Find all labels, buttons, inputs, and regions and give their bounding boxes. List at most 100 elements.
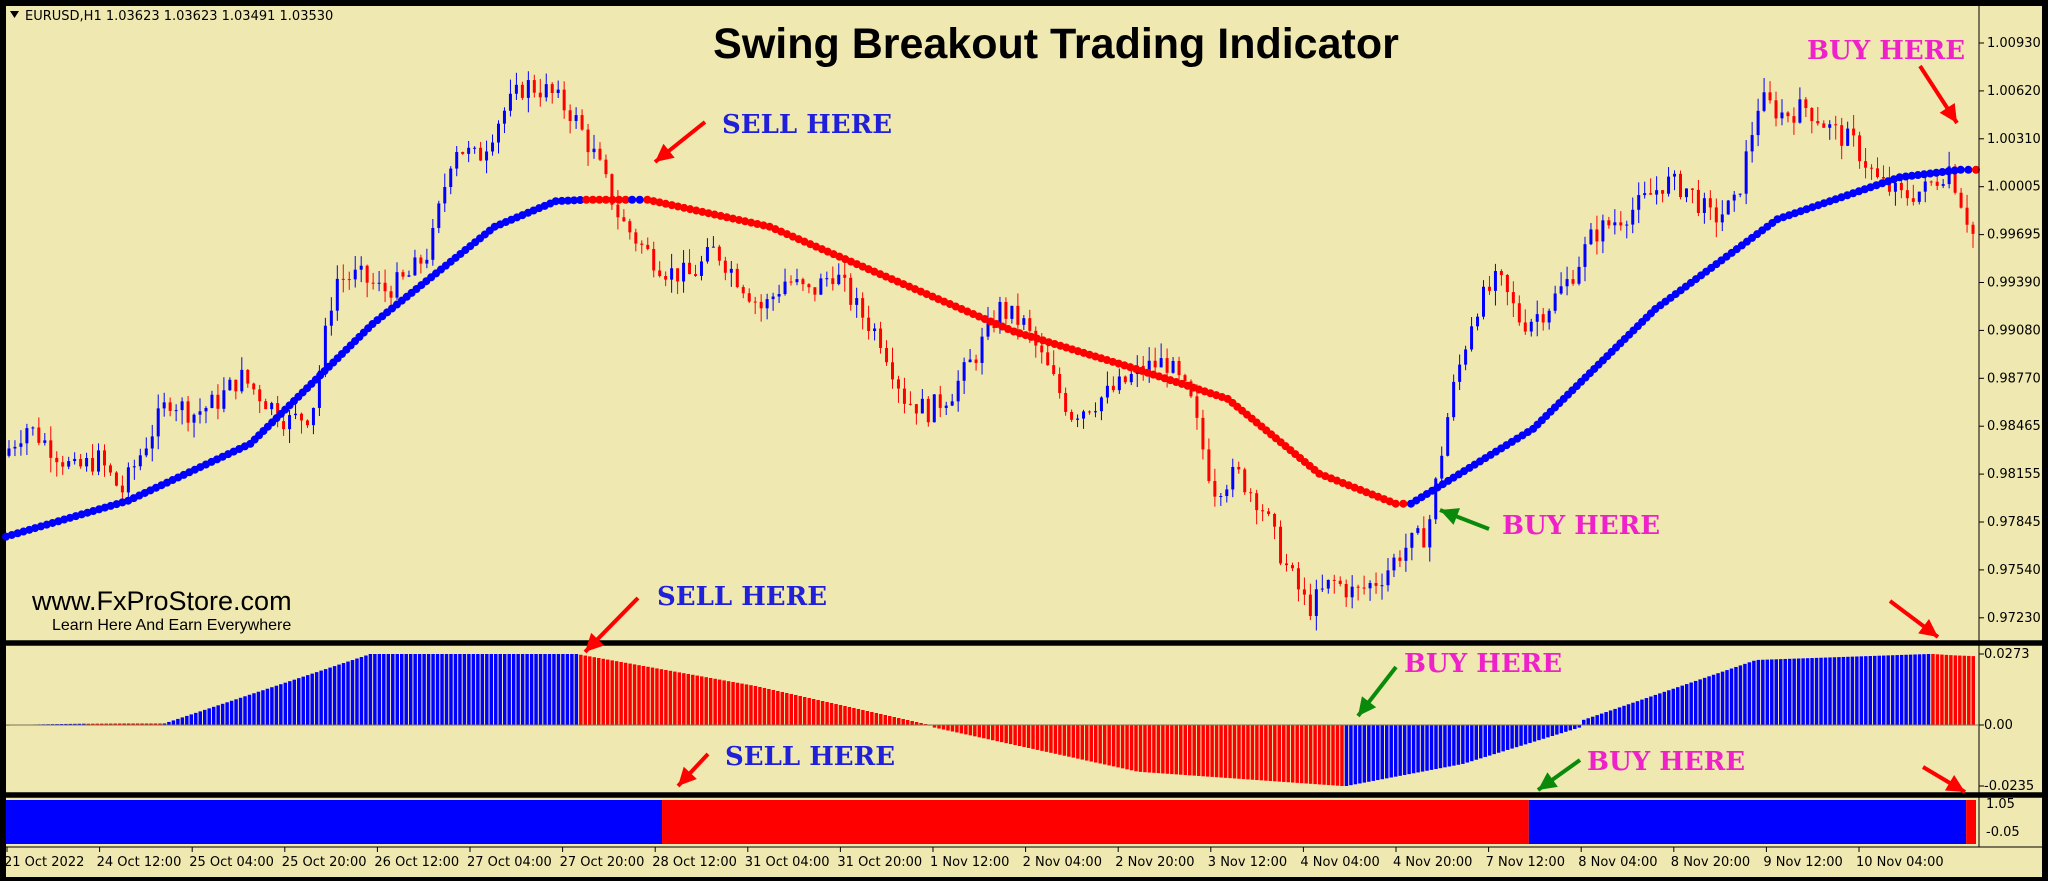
annotation-arrowhead [1918, 619, 1938, 637]
candle-body [873, 328, 877, 332]
histogram-bar [489, 654, 494, 725]
histogram-bar [467, 654, 471, 725]
time-tick-label: 25 Oct 20:00 [282, 855, 367, 870]
histogram-bar [955, 725, 959, 733]
candle-body [55, 457, 59, 463]
histogram-bar [1743, 663, 1747, 725]
candle-body [586, 129, 590, 153]
candle-body [1917, 191, 1921, 202]
histogram-bar [950, 725, 955, 732]
histogram-bar [538, 654, 543, 725]
histogram-bar [1474, 725, 1479, 760]
histogram-bar [1232, 725, 1237, 779]
candle-body [437, 203, 441, 228]
candle-body [162, 402, 166, 409]
histogram-bar [1590, 716, 1595, 725]
histogram-bar [247, 694, 252, 725]
histogram-bar [1040, 725, 1044, 751]
histogram-bar [1116, 725, 1120, 768]
histogram-bar [162, 723, 167, 725]
candle-body [359, 265, 363, 270]
histogram-bar [852, 707, 856, 725]
histogram-bar [265, 688, 270, 725]
histogram-bar [1805, 658, 1810, 725]
candle-body [795, 279, 799, 283]
candle-body [288, 415, 292, 430]
histogram-bar [359, 657, 364, 725]
candle-body [1219, 496, 1223, 498]
histogram-bar [605, 659, 610, 725]
histogram-bar [905, 719, 910, 725]
candle-body [568, 110, 572, 122]
histogram-bar [1286, 725, 1290, 783]
candle-body [1022, 318, 1026, 325]
histogram-bar [95, 723, 100, 725]
histogram-bar [982, 725, 986, 739]
histogram-bar [588, 656, 592, 725]
histogram-bar [1107, 725, 1111, 766]
histogram-bar [1425, 725, 1429, 771]
candle-body [108, 465, 112, 473]
histogram-bar [740, 683, 744, 725]
histogram-bar [1837, 657, 1841, 725]
histogram-bar [1631, 702, 1635, 725]
price-tick-label: 0.98770 [1987, 371, 2041, 386]
indicator-dot [582, 195, 591, 204]
histogram-bar [1559, 725, 1564, 734]
histogram-bar [1102, 725, 1107, 765]
histogram-bar [292, 679, 297, 725]
time-tick-label: 1 Nov 12:00 [930, 855, 1009, 870]
candle-body [234, 379, 238, 392]
candle-body [85, 457, 89, 467]
histogram-bar [1931, 654, 1935, 725]
indicator-dot [655, 198, 664, 207]
candle-body [479, 147, 483, 161]
indicator-dot [643, 195, 652, 204]
indicator-dot [692, 206, 701, 215]
candle-body [694, 274, 697, 276]
indicator-dot [1913, 171, 1922, 180]
indicator-dot [1920, 170, 1929, 179]
candle-body [1619, 222, 1623, 226]
candle-body [1410, 532, 1414, 548]
histogram-bar [1371, 725, 1376, 781]
candle-body [598, 148, 602, 160]
candle-body [1338, 580, 1342, 584]
histogram-bar [1214, 725, 1219, 778]
indicator-dot [649, 197, 658, 206]
candle-body [1105, 385, 1109, 398]
histogram-bar [444, 654, 449, 725]
candle-body [843, 274, 847, 278]
histogram-bar [1089, 725, 1093, 762]
histogram-bar [986, 725, 990, 740]
histogram-bar [301, 676, 305, 725]
histogram-bar [771, 689, 776, 725]
candle-body [401, 272, 405, 277]
histogram-bar [261, 690, 265, 725]
histogram-bar [896, 717, 901, 725]
indicator-dot [595, 195, 604, 204]
histogram-bar [547, 654, 552, 725]
histogram-bar [543, 654, 547, 725]
candle-body [1571, 279, 1575, 284]
histogram-bar [1447, 725, 1452, 767]
candle-body [1607, 220, 1611, 226]
candle-body [1523, 322, 1527, 332]
candle-body [1237, 466, 1241, 470]
candle-body [944, 405, 948, 408]
histogram-bar [1935, 654, 1940, 725]
histogram-bar [1814, 657, 1819, 725]
histogram-bar [561, 654, 565, 725]
histogram-bar [1864, 656, 1868, 725]
candle-body [1231, 466, 1235, 490]
indicator-dot [1956, 165, 1965, 174]
candle-body [1858, 135, 1862, 162]
histogram-bar [341, 663, 346, 725]
chart-menu-triangle-icon[interactable] [10, 11, 19, 18]
histogram-bar [288, 681, 292, 725]
time-tick-label: 3 Nov 12:00 [1208, 855, 1287, 870]
annotation-label: SELL HERE [657, 582, 827, 612]
candle-body [1780, 112, 1784, 119]
candle-body [246, 369, 250, 384]
